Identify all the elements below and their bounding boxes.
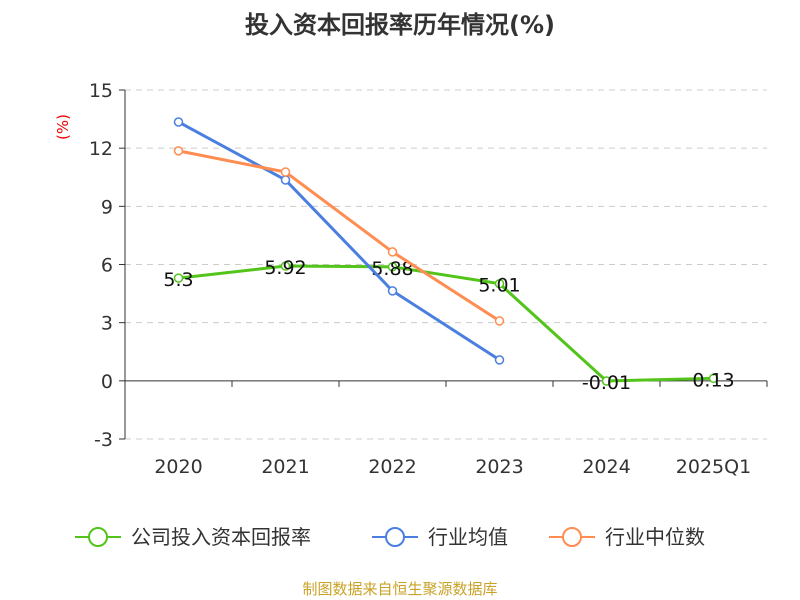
y-tick-label: 3 <box>101 313 113 335</box>
series-line <box>178 264 714 383</box>
legend-marker <box>562 527 582 547</box>
data-point <box>601 376 612 386</box>
series-line <box>178 149 501 323</box>
data-point <box>173 273 184 283</box>
data-point <box>494 278 505 289</box>
x-tick-label: 2025Q1 <box>676 456 751 478</box>
y-tick-label: 6 <box>101 255 113 277</box>
data-point <box>494 355 505 365</box>
x-tick-label: 2022 <box>368 456 416 478</box>
data-point <box>387 262 398 272</box>
data-label: 0.13 <box>692 369 734 391</box>
y-tick-label: 12 <box>89 138 113 160</box>
data-label: 5.92 <box>264 257 306 279</box>
data-label: -0.01 <box>582 372 631 394</box>
y-tick-label: 15 <box>89 80 113 102</box>
data-point <box>173 117 184 127</box>
data-label: 5.88 <box>371 258 413 280</box>
data-point <box>280 167 291 177</box>
data-label: 5.3 <box>163 269 193 291</box>
legend-label: 行业均值 <box>428 525 508 549</box>
chart-title: 投入资本回报率历年情况(%) <box>245 11 555 39</box>
x-tick-label: 2024 <box>582 456 630 478</box>
legend-marker <box>88 527 108 547</box>
data-label: 5.01 <box>478 275 520 297</box>
data-point <box>387 247 398 257</box>
data-point <box>280 261 291 271</box>
legend-label: 公司投入资本回报率 <box>131 525 311 549</box>
data-point <box>387 286 398 296</box>
y-tick-label: -3 <box>94 429 113 451</box>
series-line <box>177 120 501 362</box>
x-tick-label: 2021 <box>261 456 309 478</box>
y-tick-label: 9 <box>101 196 113 218</box>
x-tick-label: 2020 <box>154 456 202 478</box>
legend-label: 行业中位数 <box>605 525 705 549</box>
x-tick-label: 2023 <box>475 456 523 478</box>
legend-marker <box>385 527 405 547</box>
footer-source: 制图数据来自恒生聚源数据库 <box>302 580 497 598</box>
data-point <box>708 373 719 384</box>
data-point <box>280 175 291 185</box>
data-point <box>173 146 184 156</box>
data-point <box>494 316 505 326</box>
y-tick-label: 0 <box>101 371 113 393</box>
y-axis-label: (%) <box>54 114 72 140</box>
